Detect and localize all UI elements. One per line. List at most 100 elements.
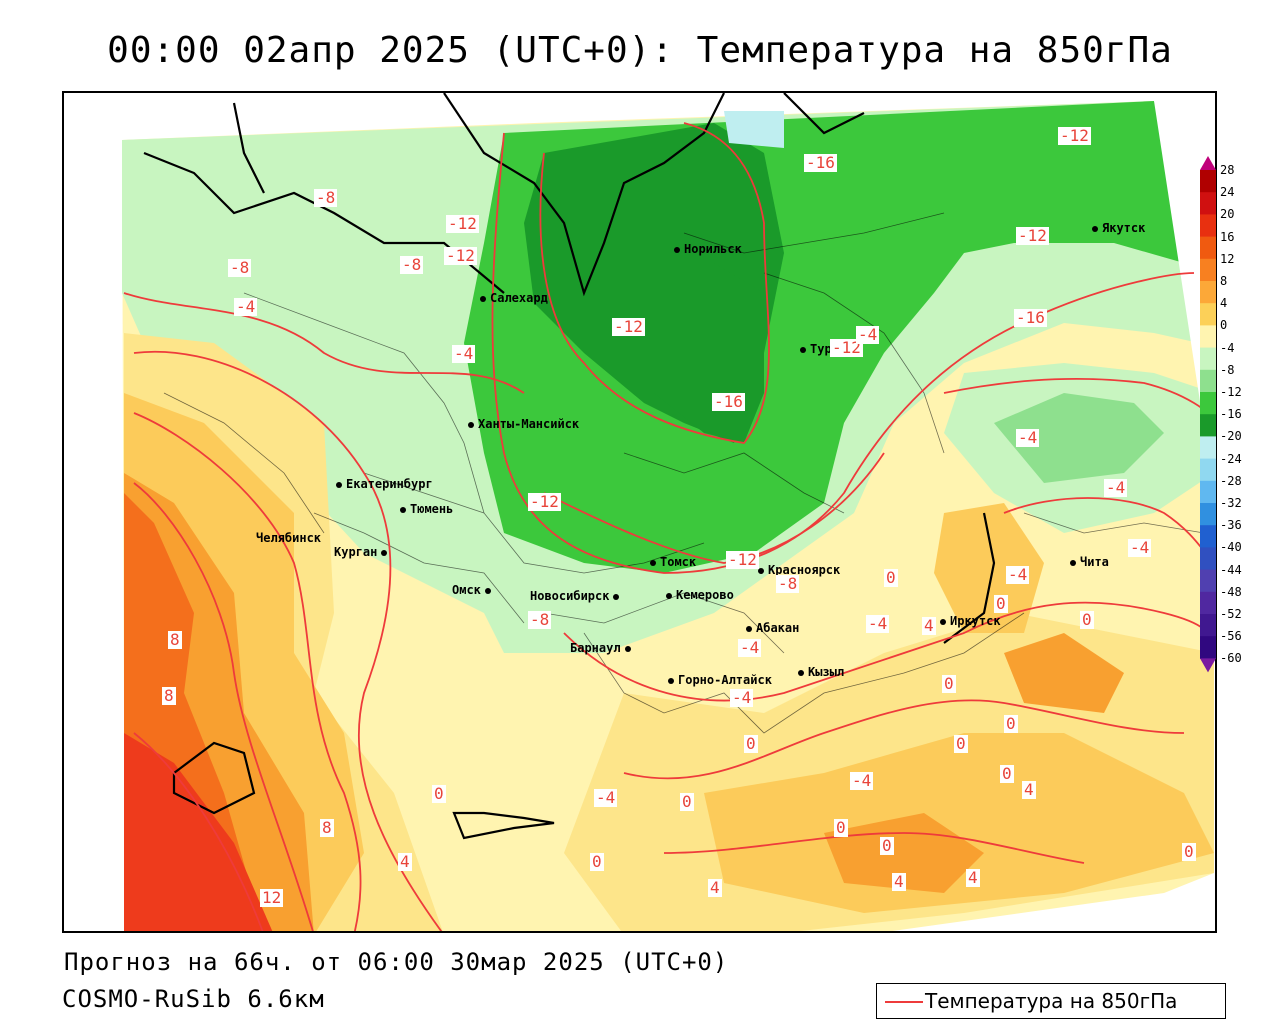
- colorbar-cell: [1200, 392, 1216, 415]
- contour-label: 0: [680, 792, 694, 811]
- contour-label: 0: [942, 674, 956, 693]
- contour-label: -12: [1058, 126, 1091, 145]
- colorbar-tick-label: -44: [1220, 562, 1242, 577]
- contour-label: 4: [892, 872, 906, 891]
- colorbar-tick-label: 12: [1220, 251, 1235, 266]
- colorbar-cell: [1200, 591, 1216, 615]
- legend: Температура на 850гПа: [876, 983, 1226, 1019]
- city-khanty-mansiysk: Ханты-Мансийск: [468, 417, 579, 431]
- city-dot-icon: [650, 559, 656, 566]
- city-dot-icon: [1070, 559, 1076, 566]
- city-dot-icon: [798, 669, 804, 676]
- temperature-colorbar: [1200, 156, 1216, 673]
- coastline: [143, 93, 996, 840]
- city-salekhard: Салехард: [480, 291, 548, 305]
- colorbar-cell: [1200, 547, 1216, 571]
- contour-label: -4: [1104, 478, 1128, 497]
- city-dot-icon: [674, 246, 680, 253]
- contour-label: -4: [738, 638, 762, 657]
- colorbar-cell: [1200, 236, 1216, 260]
- region-borders: [163, 212, 1205, 734]
- colorbar-cell: [1200, 525, 1216, 548]
- city-dot-icon: [758, 567, 764, 574]
- temperature-map: [64, 93, 1215, 931]
- contour-label: 0: [1182, 842, 1196, 861]
- contour-label: -12: [612, 317, 645, 336]
- contour-label: 4: [922, 616, 936, 635]
- city-dot-icon: [624, 645, 631, 652]
- contour-label: 0: [1004, 714, 1018, 733]
- contour-label: -12: [528, 492, 561, 511]
- contour-label: 8: [320, 818, 334, 837]
- colorbar-cell: [1200, 303, 1216, 326]
- colorbar-cell: [1200, 436, 1216, 460]
- contour-label: -4: [452, 344, 476, 363]
- city-tomsk: Томск: [650, 555, 696, 569]
- contour-label: 4: [966, 868, 980, 887]
- city-krasnoyarsk: Красноярск: [758, 563, 840, 577]
- city-gorno-altaysk: Горно-Алтайск: [668, 673, 772, 687]
- contour-label: 8: [162, 686, 176, 705]
- temperature-fill: [64, 93, 1215, 931]
- colorbar-tick-label: 24: [1220, 185, 1235, 200]
- contour-label: -8: [314, 188, 338, 207]
- colorbar-tick-label: -20: [1220, 429, 1242, 444]
- city-chelyabinsk: Челябинск: [256, 531, 322, 545]
- contour-label: -4: [856, 325, 880, 344]
- city-dot-icon: [668, 677, 674, 684]
- city-novosibirsk: Новосибирск: [530, 589, 623, 603]
- colorbar-min-arrow: [1200, 658, 1216, 673]
- colorbar-tick-label: 4: [1220, 296, 1228, 311]
- city-dot-icon: [468, 421, 474, 428]
- colorbar-cell: [1200, 636, 1216, 659]
- colorbar-tick-label: -24: [1220, 451, 1242, 466]
- contour-label: 0: [1000, 764, 1014, 783]
- contour-label: -12: [444, 246, 477, 265]
- contour-label: -16: [804, 153, 837, 172]
- colorbar-cell: [1200, 258, 1216, 282]
- city-dot-icon: [800, 346, 806, 353]
- contour-label: 4: [1022, 780, 1036, 799]
- contour-label: -4: [1016, 428, 1040, 447]
- contour-label: -4: [866, 614, 890, 633]
- contour-label: -4: [234, 297, 258, 316]
- colorbar-tick-label: -16: [1220, 407, 1242, 422]
- city-dot-icon: [336, 481, 342, 488]
- contour-label: 0: [590, 852, 604, 871]
- city-tyumen: Тюмень: [400, 502, 453, 516]
- city-kemerovo: Кемерово: [666, 588, 734, 602]
- colorbar-tick-label: 20: [1220, 207, 1235, 222]
- city-dot-icon: [613, 593, 620, 600]
- map-panel: Норильск Якутск Салехард Тура Ханты-Манс…: [62, 91, 1217, 933]
- colorbar-cell: [1200, 369, 1216, 393]
- colorbar-cell: [1200, 214, 1216, 238]
- colorbar-tick-label: -8: [1220, 362, 1235, 377]
- contour-label: -16: [712, 392, 745, 411]
- contour-label: -4: [850, 771, 874, 790]
- model-name: COSMO-RuSib 6.6км: [62, 985, 325, 1013]
- contour-label: 0: [1080, 610, 1094, 629]
- colorbar-tick-label: -4: [1220, 340, 1235, 355]
- contour-label: -12: [726, 550, 759, 569]
- contour-label: 8: [168, 630, 182, 649]
- city-barnaul: Барнаул: [570, 641, 635, 655]
- colorbar-cell: [1200, 458, 1216, 482]
- city-dot-icon: [666, 592, 672, 599]
- colorbar-tick-label: -48: [1220, 584, 1242, 599]
- colorbar-cell: [1200, 281, 1216, 304]
- colorbar-tick-label: -32: [1220, 496, 1242, 510]
- contour-label: -4: [1128, 538, 1152, 557]
- contour-label: 0: [954, 734, 968, 753]
- contour-label: 4: [398, 852, 412, 871]
- contour-label: 4: [708, 878, 722, 897]
- contour-label: 0: [744, 734, 758, 753]
- contour-label: 0: [834, 818, 848, 837]
- contour-label: -4: [730, 688, 754, 707]
- city-norilsk: Норильск: [674, 242, 742, 256]
- colorbar-tick-label: 8: [1220, 274, 1228, 288]
- contour-label: -8: [400, 255, 424, 274]
- contour-label: -12: [1016, 226, 1049, 245]
- colorbar-cell: [1200, 414, 1216, 437]
- colorbar-tick-label: 16: [1220, 229, 1235, 244]
- city-kyzyl: Кызыл: [798, 665, 844, 679]
